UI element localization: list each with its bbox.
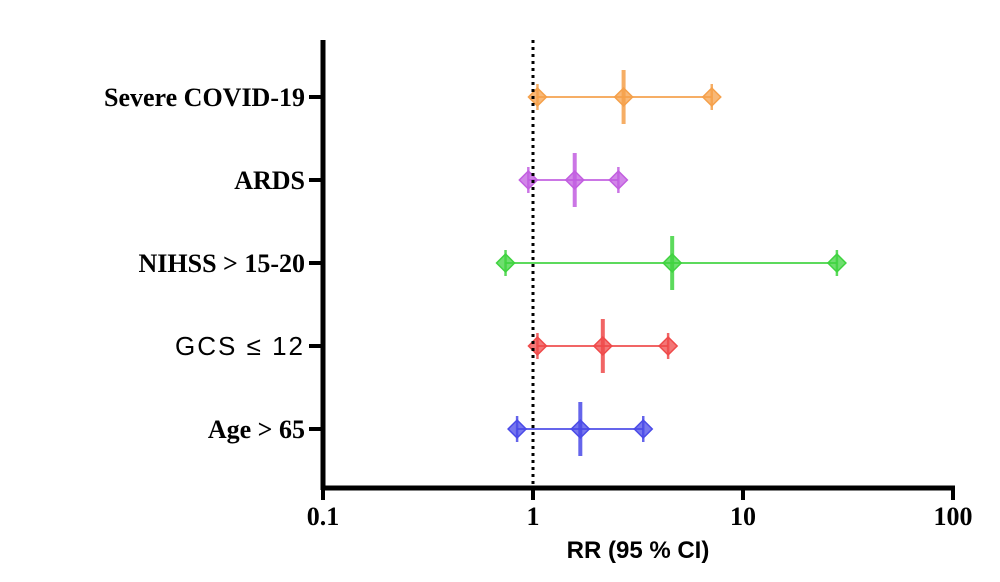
forest-row: ARDS <box>234 153 629 207</box>
rr-point-marker <box>564 169 585 191</box>
ci-lower-marker <box>527 86 548 108</box>
rr-point-marker <box>592 335 613 357</box>
rr-point-marker <box>613 86 634 108</box>
ci-upper-marker <box>826 252 847 274</box>
row-label: GCS ≤ 12 <box>175 331 305 361</box>
x-tick-label: 10 <box>730 502 756 531</box>
ci-upper-marker <box>658 335 679 357</box>
x-tick-label: 1 <box>527 502 540 531</box>
ci-lower-marker <box>507 418 528 440</box>
ci-lower-marker <box>518 169 539 191</box>
row-label: Severe COVID-19 <box>104 83 305 112</box>
forest-row: Age > 65 <box>208 402 654 456</box>
row-label: Age > 65 <box>208 415 305 444</box>
forest-row: NIHSS > 15-20 <box>138 236 847 290</box>
rows-layer: Severe COVID-19 ARDS NIHSS > 15-20 GCS ≤ 12… <box>104 70 847 456</box>
x-tick-label: 0.1 <box>307 502 340 531</box>
x-axis-title: RR (95 % CI) <box>567 537 710 564</box>
ci-upper-marker <box>608 169 629 191</box>
ci-upper-marker <box>701 86 722 108</box>
ci-lower-marker <box>495 252 516 274</box>
ci-lower-marker <box>527 335 548 357</box>
forest-row: GCS ≤ 12 <box>175 319 679 373</box>
rr-point-marker <box>570 418 591 440</box>
row-label: NIHSS > 15-20 <box>138 249 305 278</box>
forest-row: Severe COVID-19 <box>104 70 722 124</box>
ci-upper-marker <box>633 418 654 440</box>
x-tick-label: 100 <box>934 502 973 531</box>
x-ticks: 0.1 1 10 100 <box>307 488 973 531</box>
rr-point-marker <box>662 252 683 274</box>
row-label: ARDS <box>234 166 305 195</box>
